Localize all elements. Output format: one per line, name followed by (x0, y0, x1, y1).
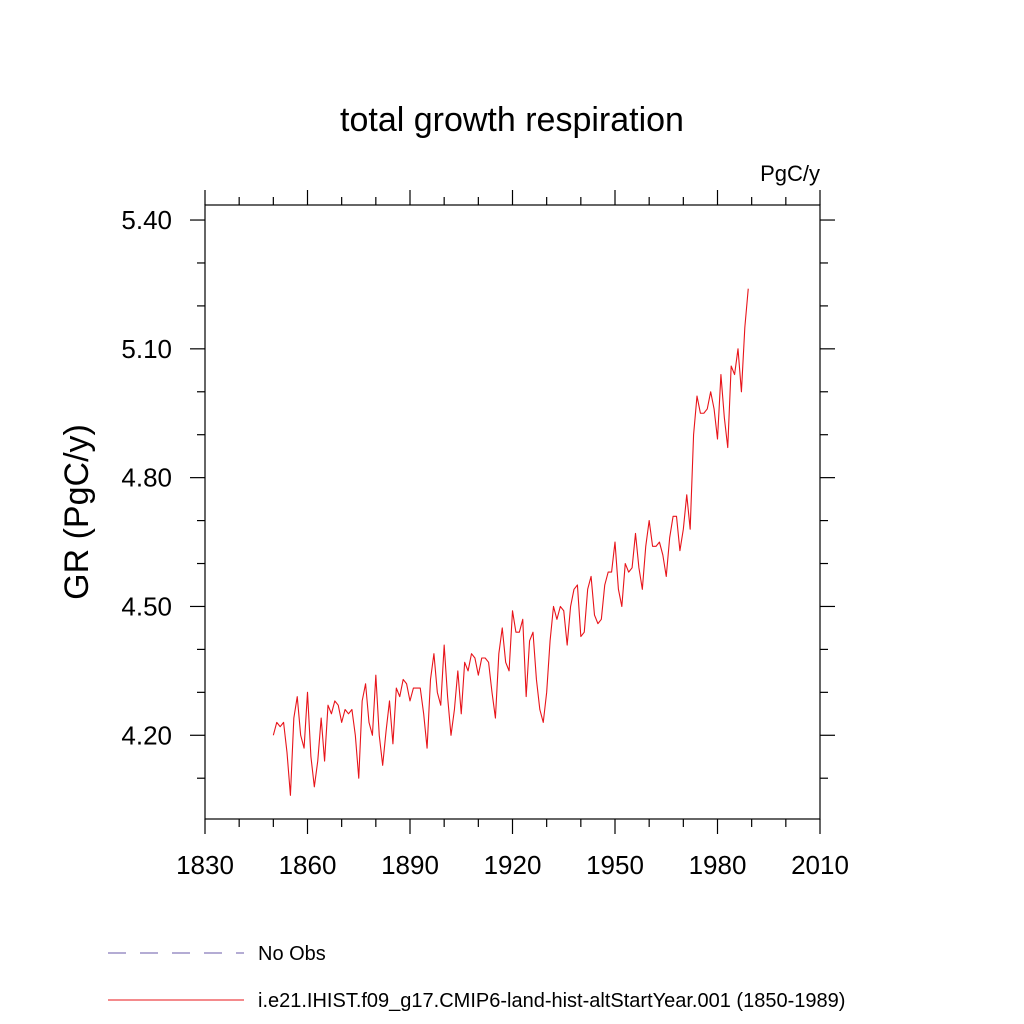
x-tick-label: 2010 (791, 850, 849, 880)
series-line-0 (272, 288, 749, 796)
series-group (272, 288, 749, 796)
x-tick-label: 1920 (484, 850, 542, 880)
plot-frame (204, 204, 821, 820)
x-tick-labels: 1830 1860 1890 1920 1950 1980 2010 (176, 850, 849, 880)
y-tick-labels: 4.20 4.50 4.80 5.10 5.40 (121, 205, 172, 750)
axis-ticks (190, 190, 835, 834)
legend-label-model: i.e21.IHIST.f09_g17.CMIP6-land-hist-altS… (258, 990, 845, 1012)
y-axis-label: GR (PgC/y) (58, 424, 96, 600)
units-label: PgC/y (760, 161, 820, 186)
x-tick-label: 1950 (586, 850, 644, 880)
y-tick-label: 4.80 (121, 463, 172, 493)
x-tick-label: 1830 (176, 850, 234, 880)
y-tick-label: 4.20 (121, 720, 172, 750)
chart-title: total growth respiration (340, 101, 684, 139)
y-tick-label: 4.50 (121, 591, 172, 621)
x-tick-label: 1860 (279, 850, 337, 880)
y-tick-label: 5.10 (121, 334, 172, 364)
x-tick-label: 1890 (381, 850, 439, 880)
y-tick-label: 5.40 (121, 205, 172, 235)
legend: No Obs i.e21.IHIST.f09_g17.CMIP6-land-hi… (108, 943, 845, 1012)
x-tick-label: 1980 (689, 850, 747, 880)
legend-label-no-obs: No Obs (258, 943, 326, 965)
